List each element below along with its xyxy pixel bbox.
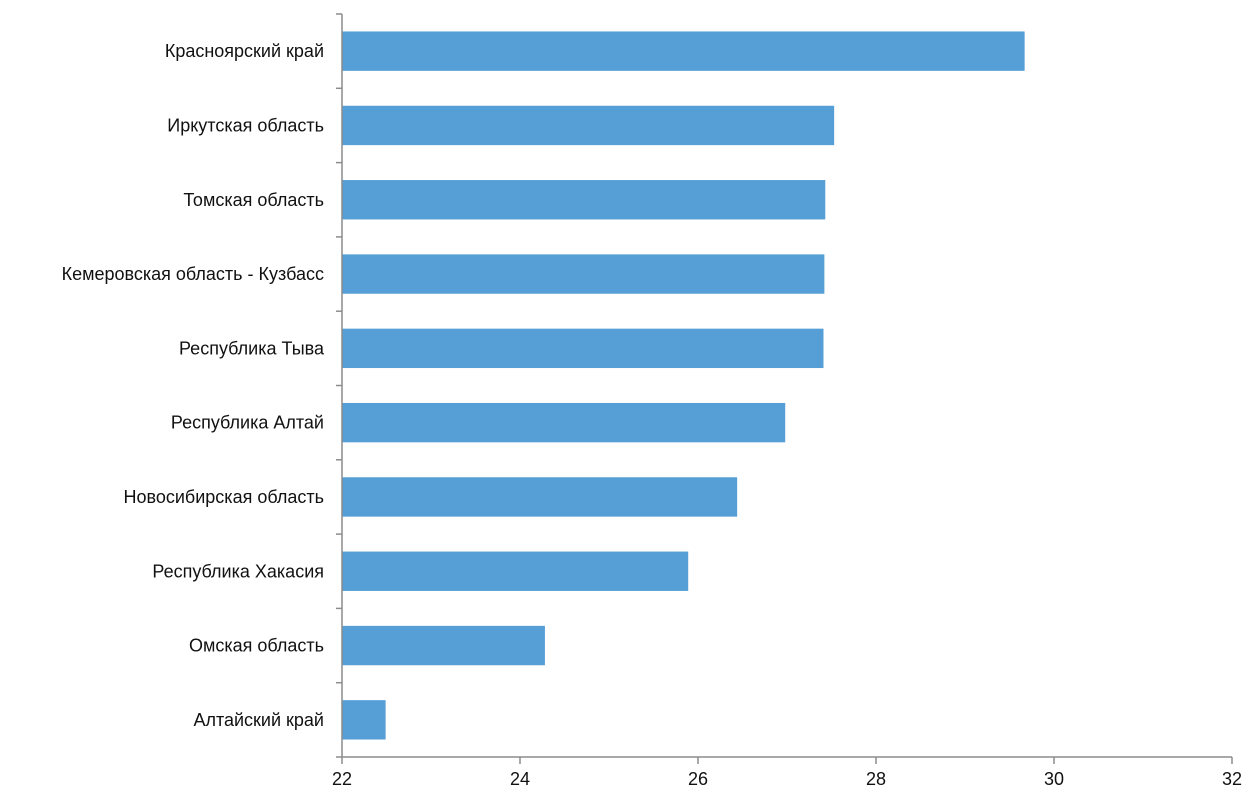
bar <box>342 477 738 517</box>
category-label: Республика Хакасия <box>152 561 324 581</box>
x-tick-label: 28 <box>866 769 886 789</box>
x-tick-label: 26 <box>688 769 708 789</box>
bars-group <box>342 31 1025 740</box>
category-label: Кемеровская область - Кузбасс <box>62 264 324 284</box>
category-label: Новосибирская область <box>124 487 325 507</box>
x-tick-label: 32 <box>1222 769 1242 789</box>
category-label: Омская область <box>189 636 324 656</box>
category-labels: Красноярский край Иркутская область Томска… <box>62 41 325 730</box>
category-label: Республика Алтай <box>171 413 324 433</box>
x-tick-label: 24 <box>510 769 530 789</box>
bar <box>342 328 824 369</box>
bar <box>342 31 1025 71</box>
bar <box>342 105 835 146</box>
bar <box>342 625 545 666</box>
bar <box>342 700 386 740</box>
category-label: Республика Тыва <box>179 338 325 358</box>
bar <box>342 180 826 220</box>
x-tick-labels: 22 24 26 28 30 32 <box>332 769 1242 789</box>
bar <box>342 254 825 294</box>
category-label: Томская область <box>183 190 324 210</box>
bar <box>342 402 786 443</box>
bar <box>342 551 689 591</box>
category-label: Алтайский край <box>193 710 324 730</box>
x-tick-label: 30 <box>1044 769 1064 789</box>
category-label: Иркутская область <box>167 115 324 135</box>
tick-marks <box>336 13 1233 764</box>
x-tick-label: 22 <box>332 769 352 789</box>
category-label: Красноярский край <box>165 41 324 61</box>
